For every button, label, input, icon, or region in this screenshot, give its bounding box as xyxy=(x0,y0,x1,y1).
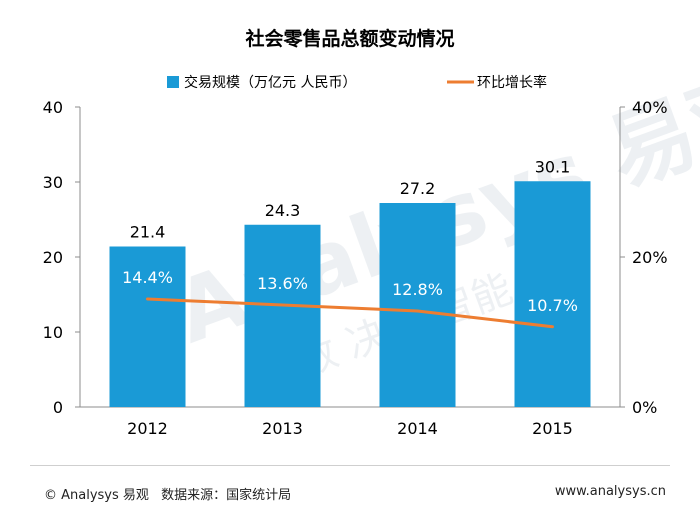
y-right-tick-label: 40% xyxy=(632,98,668,117)
footer-divider xyxy=(30,465,670,466)
x-tick-label: 2012 xyxy=(127,419,168,438)
y-left-tick-label: 30 xyxy=(43,173,63,192)
legend: 交易规模（万亿元 人民币） 环比增长率 xyxy=(167,74,547,91)
legend-swatch-bar xyxy=(167,76,179,88)
growth-rate-label: 14.4% xyxy=(122,268,173,287)
growth-rate-label: 12.8% xyxy=(392,280,443,299)
y-left-tick-label: 0 xyxy=(53,398,63,417)
data-labels: 21.4 24.3 27.2 30.1 14.4% 13.6% 12.8% 10.7% xyxy=(122,157,578,315)
bar xyxy=(244,224,321,407)
footer: © Analysys 易观 数据来源：国家统计局 www.analysys.cn xyxy=(0,448,700,525)
y-right-tick-label: 20% xyxy=(632,248,668,267)
chart: Analysys 易观 指数 决策 智能 社会零售品总额变动情况 交易规模（万亿… xyxy=(43,27,700,438)
bar-series xyxy=(109,181,591,407)
chart-title: 社会零售品总额变动情况 xyxy=(244,27,454,50)
copyright-text: © Analysys 易观 xyxy=(44,488,149,503)
legend-label-line: 环比增长率 xyxy=(477,74,547,91)
bar-value-label: 30.1 xyxy=(535,157,571,176)
line-series xyxy=(146,297,554,329)
bar-value-label: 27.2 xyxy=(400,179,436,198)
growth-rate-label: 13.6% xyxy=(257,274,308,293)
bar xyxy=(109,246,186,407)
bar-value-label: 24.3 xyxy=(265,201,301,220)
y-left-tick-label: 10 xyxy=(43,323,63,342)
bar xyxy=(514,181,591,407)
growth-rate-label: 10.7% xyxy=(527,296,578,315)
growth-line xyxy=(146,297,554,329)
x-tick-label: 2014 xyxy=(397,419,438,438)
y-right-tick-label: 0% xyxy=(632,398,657,417)
source-text: 数据来源：国家统计局 xyxy=(161,488,292,503)
y-left-tick-label: 40 xyxy=(43,98,63,117)
legend-label-bar: 交易规模（万亿元 人民币） xyxy=(184,74,356,91)
footer-credits: © Analysys 易观 数据来源：国家统计局 xyxy=(44,484,291,503)
website-link[interactable]: www.analysys.cn xyxy=(554,484,666,499)
bar-value-label: 21.4 xyxy=(130,223,166,242)
x-tick-label: 2013 xyxy=(262,419,303,438)
bar xyxy=(379,203,456,407)
y-left-tick-label: 20 xyxy=(43,248,63,267)
axes: 0 10 20 30 40 0% 20% 40% 2012 2013 2014 2015 xyxy=(43,98,668,438)
x-tick-label: 2015 xyxy=(532,419,573,438)
